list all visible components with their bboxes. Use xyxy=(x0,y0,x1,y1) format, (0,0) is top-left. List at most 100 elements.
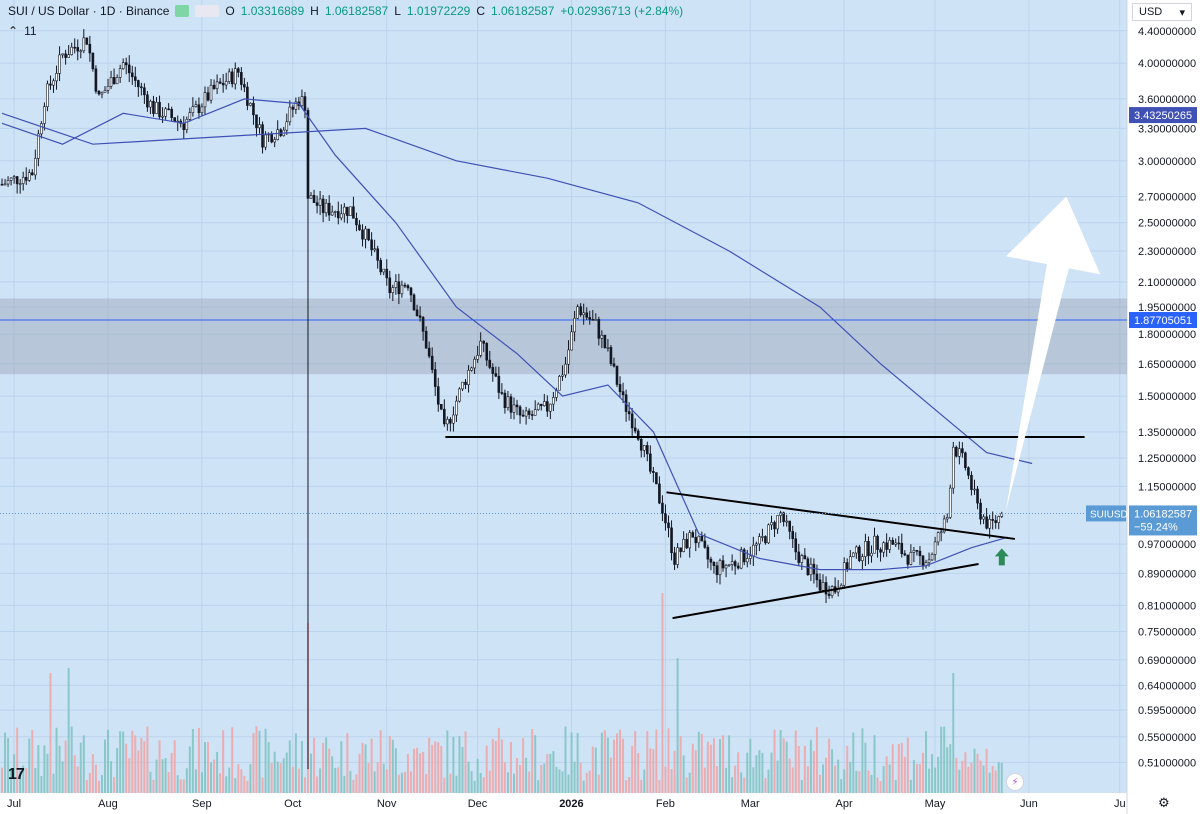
lightning-icon[interactable]: ⚡ xyxy=(1006,773,1024,791)
moving-average-short[interactable] xyxy=(1,98,1008,571)
signal-arrow-icon[interactable] xyxy=(994,548,1009,566)
candle-body xyxy=(436,386,440,405)
volume-bar xyxy=(485,745,488,793)
volume-bar xyxy=(373,771,376,793)
x-tick-label: Feb xyxy=(656,798,675,810)
volume-bar xyxy=(49,673,52,793)
volume-bar xyxy=(97,780,100,793)
volume-bar xyxy=(197,727,200,793)
open-label: O xyxy=(225,4,235,18)
candle-body xyxy=(336,211,340,219)
volume-bar xyxy=(19,770,22,793)
candle-body xyxy=(43,106,46,124)
projection-arrow[interactable] xyxy=(1005,196,1101,511)
candle-body xyxy=(482,340,486,344)
volume-bar xyxy=(840,779,843,793)
symbol-tag xyxy=(1086,505,1126,522)
volume-bar xyxy=(876,777,879,793)
volume-bar xyxy=(597,774,600,793)
candle-body xyxy=(149,100,152,108)
candle-body xyxy=(261,124,264,148)
volume-bar xyxy=(443,777,446,793)
volume-bar xyxy=(446,730,449,793)
volume-bar xyxy=(203,742,206,793)
volume-bar xyxy=(897,743,900,793)
candle-body xyxy=(73,46,77,49)
candle-body xyxy=(427,347,431,357)
currency-selector[interactable]: USD ▾ xyxy=(1132,3,1192,21)
candle-body xyxy=(782,512,785,523)
volume-bar xyxy=(773,729,776,793)
candle-body xyxy=(712,561,716,566)
candle-body xyxy=(742,549,746,563)
candle-body xyxy=(948,487,952,518)
candle-body xyxy=(403,284,407,287)
volume-bar xyxy=(825,757,828,793)
candle-body xyxy=(315,202,319,206)
symbol-title[interactable]: SUI / US Dollar · 1D · Binance xyxy=(8,4,170,18)
candle-body xyxy=(788,520,791,532)
open-value: 1.03316889 xyxy=(240,4,305,18)
symbol-legend: SUI / US Dollar · 1D · Binance O 1.033168… xyxy=(8,4,683,18)
volume-bar xyxy=(194,769,197,793)
candle-body xyxy=(134,76,137,81)
volume-bar xyxy=(843,769,846,793)
tradingview-logo-icon[interactable]: 17 xyxy=(8,766,25,783)
candle-body xyxy=(821,582,825,591)
candle-body xyxy=(873,535,876,554)
volume-bar xyxy=(328,748,331,793)
candle-body xyxy=(706,547,710,560)
volume-bar xyxy=(528,771,531,793)
candle-body xyxy=(485,343,489,361)
candle-body xyxy=(906,554,910,565)
candle-body xyxy=(724,564,728,569)
candle-body xyxy=(824,582,828,595)
volume-bar xyxy=(882,766,885,793)
volume-bar xyxy=(331,756,334,793)
volume-bar xyxy=(746,752,749,793)
volume-bar xyxy=(867,770,870,793)
volume-bar xyxy=(891,744,894,793)
candle-body xyxy=(327,202,331,216)
candle-body xyxy=(546,401,549,412)
candle-body xyxy=(167,108,170,111)
candle-body xyxy=(527,410,531,415)
resistance-zone[interactable] xyxy=(0,298,1127,375)
volume-bar xyxy=(325,737,328,793)
candle-body xyxy=(636,430,640,440)
volume-bar xyxy=(609,757,612,793)
price-axis[interactable] xyxy=(1127,0,1200,814)
candle-body xyxy=(961,448,964,454)
triangle-lower-line[interactable] xyxy=(672,562,979,620)
candles xyxy=(0,29,1004,770)
eye-icon[interactable] xyxy=(195,5,220,17)
moving-average-long[interactable] xyxy=(1,112,1033,465)
volume-bar xyxy=(643,769,646,793)
volume-bar xyxy=(573,761,576,793)
gear-icon[interactable]: ⚙ xyxy=(1158,795,1170,810)
ma-price-tag xyxy=(1129,107,1197,124)
candle-body xyxy=(430,355,434,370)
candle-body xyxy=(9,177,13,181)
volume-bar xyxy=(831,749,834,793)
indicator-legend[interactable]: ⌃ 11 xyxy=(8,24,37,38)
candle-body xyxy=(82,37,86,52)
candle-body xyxy=(388,277,392,294)
triangle-upper-line[interactable] xyxy=(666,491,1016,540)
candle-body xyxy=(155,101,158,114)
candle-body xyxy=(27,172,31,181)
volume-bar xyxy=(382,763,385,793)
candle-body xyxy=(876,535,879,550)
volume-bar xyxy=(479,772,482,793)
volume-bar xyxy=(909,779,912,793)
candle-body xyxy=(694,536,698,544)
volume-bar xyxy=(664,766,667,793)
x-tick-label: Oct xyxy=(284,798,301,810)
volume-bar xyxy=(952,673,955,793)
candle-body xyxy=(994,520,997,523)
chevron-icon[interactable]: ⌃ xyxy=(8,24,19,38)
time-axis[interactable] xyxy=(0,793,1127,814)
volume-bar xyxy=(818,774,821,793)
